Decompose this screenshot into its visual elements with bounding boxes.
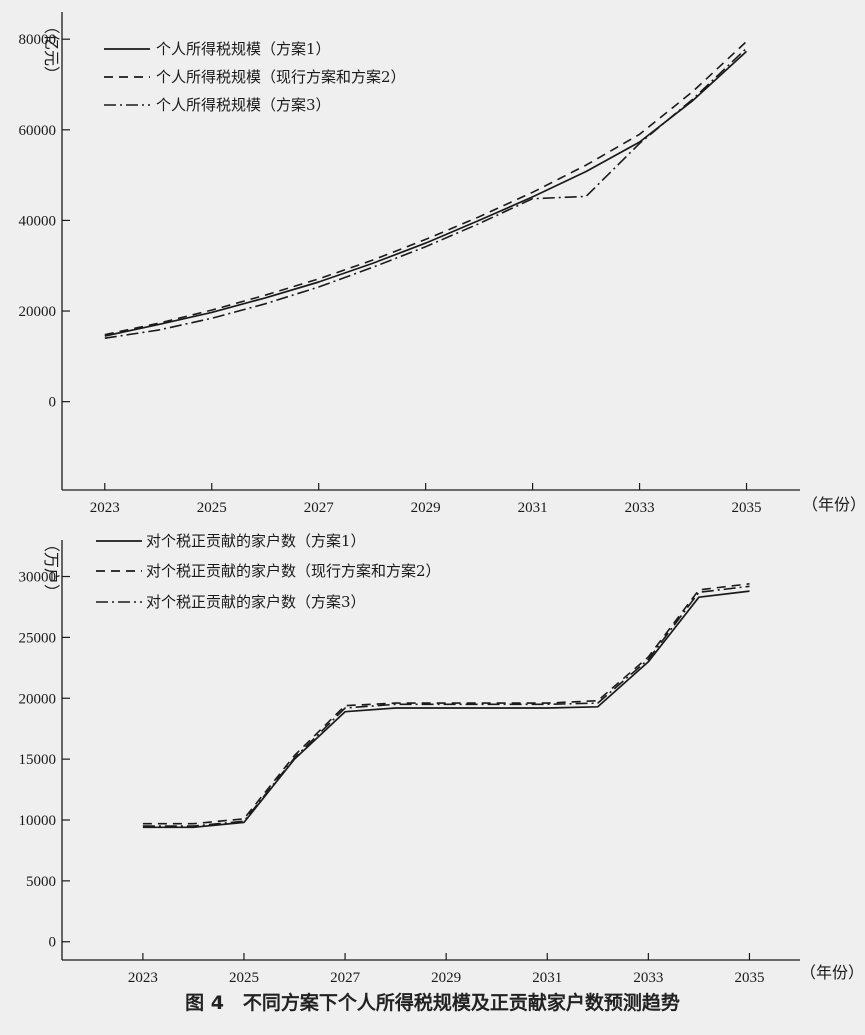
x-tick-label: 2027 bbox=[330, 970, 361, 986]
x-unit-label: （年份） bbox=[802, 495, 865, 514]
y-tick-label: 25000 bbox=[19, 630, 57, 646]
x-unit-label: （年份） bbox=[800, 963, 864, 982]
x-tick-label: 2035 bbox=[732, 500, 762, 516]
x-tick-label: 2023 bbox=[90, 500, 120, 516]
x-tick-label: 2031 bbox=[518, 500, 548, 516]
x-tick-label: 2033 bbox=[633, 970, 663, 986]
x-tick-label: 2029 bbox=[431, 970, 461, 986]
series-line-dashdot bbox=[104, 47, 748, 339]
y-tick-label: 10000 bbox=[19, 813, 57, 829]
legend-label: 对个税正贡献的家户数（方案1） bbox=[146, 532, 366, 550]
x-ticks: 2023 2025 2027 2029 2031 2033 2035 bbox=[128, 953, 764, 986]
x-tick-label: 2033 bbox=[625, 500, 655, 516]
series-line-dashed bbox=[104, 40, 748, 336]
y-tick-label: 60000 bbox=[19, 123, 57, 139]
legend: 个人所得税规模（方案1） 个人所得税规模（现行方案和方案2） 个人所得税规模（方… bbox=[104, 40, 406, 114]
x-tick-label: 2023 bbox=[128, 970, 158, 986]
series-lines bbox=[104, 40, 748, 339]
legend-label: 对个税正贡献的家户数（现行方案和方案2） bbox=[146, 562, 441, 580]
y-tick-label: 20000 bbox=[19, 304, 57, 320]
x-tick-label: 2031 bbox=[532, 970, 562, 986]
chart-revenue: （亿元） （年份） 0 20000 40000 60000 80000 2023 2025… bbox=[19, 12, 865, 516]
legend-label: 个人所得税规模（现行方案和方案2） bbox=[156, 68, 406, 86]
y-unit-label: （万户） bbox=[42, 536, 61, 600]
x-ticks: 2023 2025 2027 2029 2031 2033 2035 bbox=[90, 483, 762, 516]
legend-label: 对个税正贡献的家户数（方案3） bbox=[146, 593, 366, 611]
svg-text:（亿元）: （亿元） bbox=[42, 18, 61, 82]
series-line-solid bbox=[104, 50, 748, 337]
y-tick-label: 80000 bbox=[19, 32, 57, 48]
y-ticks: 0 20000 40000 60000 80000 bbox=[19, 32, 70, 411]
legend-label: 个人所得税规模（方案3） bbox=[156, 96, 331, 114]
y-tick-label: 0 bbox=[49, 935, 57, 951]
x-tick-label: 2025 bbox=[197, 500, 227, 516]
y-tick-label: 15000 bbox=[19, 752, 57, 768]
y-tick-label: 40000 bbox=[19, 213, 57, 229]
svg-text:（万户）: （万户） bbox=[42, 536, 61, 600]
chart-households: （万户） （年份） 0 5000 10000 15000 20000 25000 30000… bbox=[19, 532, 865, 986]
y-tick-label: 5000 bbox=[26, 874, 56, 890]
legend-label: 个人所得税规模（方案1） bbox=[156, 40, 331, 58]
series-line-solid bbox=[142, 590, 750, 829]
y-tick-label: 20000 bbox=[19, 691, 57, 707]
x-tick-label: 2025 bbox=[229, 970, 259, 986]
legend: 对个税正贡献的家户数（方案1） 对个税正贡献的家户数（现行方案和方案2） 对个税… bbox=[96, 532, 441, 611]
figure-caption: 图 4 不同方案下个人所得税规模及正贡献家户数预测趋势 bbox=[185, 992, 680, 1014]
y-tick-label: 0 bbox=[49, 395, 57, 411]
x-tick-label: 2027 bbox=[304, 500, 335, 516]
y-tick-label: 30000 bbox=[19, 570, 57, 586]
y-unit-label: （亿元） bbox=[42, 18, 61, 82]
series-line-dashdot bbox=[142, 585, 750, 827]
x-tick-label: 2035 bbox=[734, 970, 764, 986]
y-ticks: 0 5000 10000 15000 20000 25000 30000 bbox=[19, 570, 70, 951]
series-lines bbox=[142, 583, 750, 829]
series-line-dashed bbox=[142, 583, 750, 825]
x-tick-label: 2029 bbox=[411, 500, 441, 516]
